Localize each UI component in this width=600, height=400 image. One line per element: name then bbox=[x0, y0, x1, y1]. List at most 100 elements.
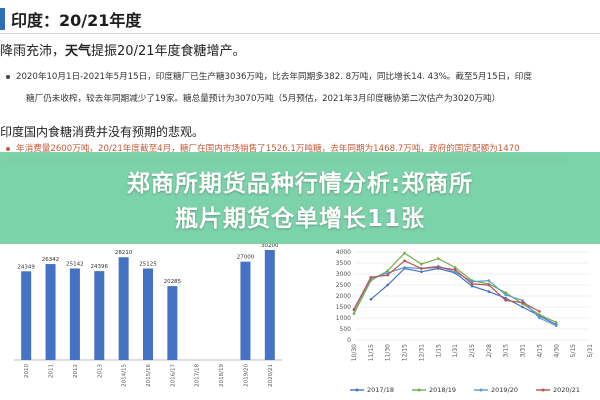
y-tick-label: 0 bbox=[347, 337, 351, 344]
x-tick-label: 11/30 bbox=[385, 344, 392, 361]
series-point bbox=[521, 301, 524, 304]
series-point bbox=[453, 268, 457, 271]
x-tick-label: 2/28 bbox=[486, 344, 493, 358]
y-tick-label: 1000 bbox=[336, 315, 351, 322]
page-title: 印度：20/21年度 bbox=[11, 11, 142, 30]
x-tick-label: 2019/20 bbox=[243, 364, 249, 387]
bar bbox=[69, 268, 80, 360]
series-point bbox=[487, 290, 491, 293]
line-chart: 0 500 1000 1500 2000 2500 3000 3500 4000 10/30 11/… bbox=[336, 249, 594, 394]
series-point bbox=[504, 293, 508, 297]
series-point bbox=[403, 259, 406, 263]
legend-marker bbox=[479, 388, 483, 392]
section2-bullet-text: 年消费量2600万吨，20/21年度截至4月，糖厂在国内市场销售了1526.1万… bbox=[16, 144, 520, 154]
series-point bbox=[554, 324, 558, 327]
series-point bbox=[538, 313, 541, 316]
x-tick-label: 12/15 bbox=[402, 344, 409, 361]
bar bbox=[45, 264, 56, 360]
x-tick-label: 2018/19 bbox=[219, 364, 225, 387]
x-tick-label: 2020/21 bbox=[268, 364, 274, 387]
series-point bbox=[487, 283, 491, 287]
legend-label: 2018/19 bbox=[429, 386, 456, 394]
bullet-dot-icon bbox=[6, 74, 10, 79]
x-tick-label: 5/31 bbox=[587, 344, 594, 358]
bar bbox=[167, 286, 178, 360]
x-tick-label: 3/15 bbox=[503, 344, 510, 358]
series-point bbox=[453, 266, 457, 269]
y-tick-label: 1500 bbox=[336, 304, 351, 311]
x-tick-label: 2014/15 bbox=[122, 364, 128, 387]
series-point bbox=[504, 296, 508, 300]
series-point bbox=[403, 266, 406, 269]
series-point bbox=[386, 273, 390, 277]
intro-line: 降雨充沛，天气提振20/21年度食糖增产。 bbox=[0, 40, 246, 59]
divider bbox=[0, 33, 600, 34]
series-point bbox=[504, 291, 508, 294]
x-tick-label: 10/30 bbox=[351, 344, 358, 361]
x-tick-label: 2015/16 bbox=[146, 364, 152, 387]
series-point bbox=[521, 305, 524, 309]
series-point bbox=[420, 267, 423, 270]
bar-data-label: 24396 bbox=[91, 264, 109, 270]
x-tick-label: 11/15 bbox=[368, 344, 375, 361]
series-point bbox=[470, 284, 474, 288]
intro-suffix: 提振20/21年度食糖增产。 bbox=[91, 44, 246, 59]
series-point bbox=[386, 283, 390, 287]
x-tick-label: 1/15 bbox=[435, 344, 442, 358]
bar-data-label: 20285 bbox=[164, 279, 182, 285]
legend-marker bbox=[417, 388, 421, 392]
bar-data-label: 25142 bbox=[66, 261, 84, 267]
intro-prefix: 降雨充沛， bbox=[0, 44, 66, 59]
bar bbox=[118, 257, 129, 360]
x-tick-label: 2016/17 bbox=[170, 364, 176, 387]
y-tick-label: 2000 bbox=[336, 293, 351, 300]
bar-data-label: 28210 bbox=[115, 250, 133, 256]
bar-data-label: 26342 bbox=[42, 257, 60, 263]
x-tick-label: 2017/18 bbox=[195, 364, 201, 387]
x-tick-label: 2013 bbox=[97, 364, 103, 378]
x-tick-label: 2011 bbox=[49, 364, 55, 378]
bar bbox=[240, 261, 251, 360]
legend-marker bbox=[355, 388, 359, 392]
y-tick-label: 3000 bbox=[336, 271, 351, 278]
bar-data-label: 25125 bbox=[139, 261, 157, 267]
x-tick-label: 1/31 bbox=[452, 344, 459, 358]
y-tick-label: 3500 bbox=[336, 260, 351, 267]
intro-bold: 天气 bbox=[65, 44, 92, 59]
x-tick-label: 2/15 bbox=[469, 344, 476, 358]
series-point bbox=[352, 307, 356, 311]
bar-data-label: 30200 bbox=[261, 243, 279, 249]
series-point bbox=[369, 276, 373, 279]
bar bbox=[94, 271, 105, 360]
series-point bbox=[487, 279, 491, 282]
series-point bbox=[420, 270, 423, 274]
x-tick-label: 4/30 bbox=[553, 344, 560, 358]
series-point bbox=[436, 257, 440, 260]
legend-label: 2020/21 bbox=[553, 386, 580, 394]
x-tick-label: 4/15 bbox=[536, 344, 543, 358]
bar-chart: 24349 2010 26342 2011 25142 2012 24396 2013 2821… bbox=[14, 243, 282, 387]
bullet-text: 2020年10月1日-2021年5月15日，印度糖厂已生产糖3036万吨，比去年… bbox=[16, 72, 532, 82]
series-point bbox=[554, 321, 558, 324]
series-line bbox=[370, 267, 557, 326]
legend-label: 2019/20 bbox=[491, 386, 518, 394]
series-line bbox=[353, 260, 540, 312]
bar-data-label: 24349 bbox=[17, 264, 35, 270]
series-point bbox=[386, 269, 390, 272]
y-tick-label: 2500 bbox=[336, 282, 351, 289]
bullet-continuation: 糖厂仍未收榨，较去年同期减少了19家。糖总量预计为3070万吨（5月预估，202… bbox=[26, 94, 501, 104]
y-tick-label: 4000 bbox=[336, 249, 351, 256]
bar-data-label: 27000 bbox=[237, 255, 255, 261]
banner-line-1: 郑商所期货品种行情分析:郑商所 bbox=[126, 171, 474, 197]
heading-accent-bar bbox=[0, 8, 5, 30]
series-point bbox=[352, 312, 356, 315]
series-point bbox=[538, 310, 541, 313]
bar bbox=[21, 271, 32, 360]
series-point bbox=[453, 270, 457, 274]
series-point bbox=[436, 266, 440, 269]
legend-label: 2017/18 bbox=[367, 386, 394, 394]
headline-banner[interactable]: 郑商所期货品种行情分析:郑商所 瓶片期货仓单增长11张 bbox=[0, 152, 600, 244]
x-tick-label: 5/15 bbox=[570, 344, 577, 358]
series-point bbox=[538, 316, 541, 320]
series-point bbox=[470, 282, 474, 286]
